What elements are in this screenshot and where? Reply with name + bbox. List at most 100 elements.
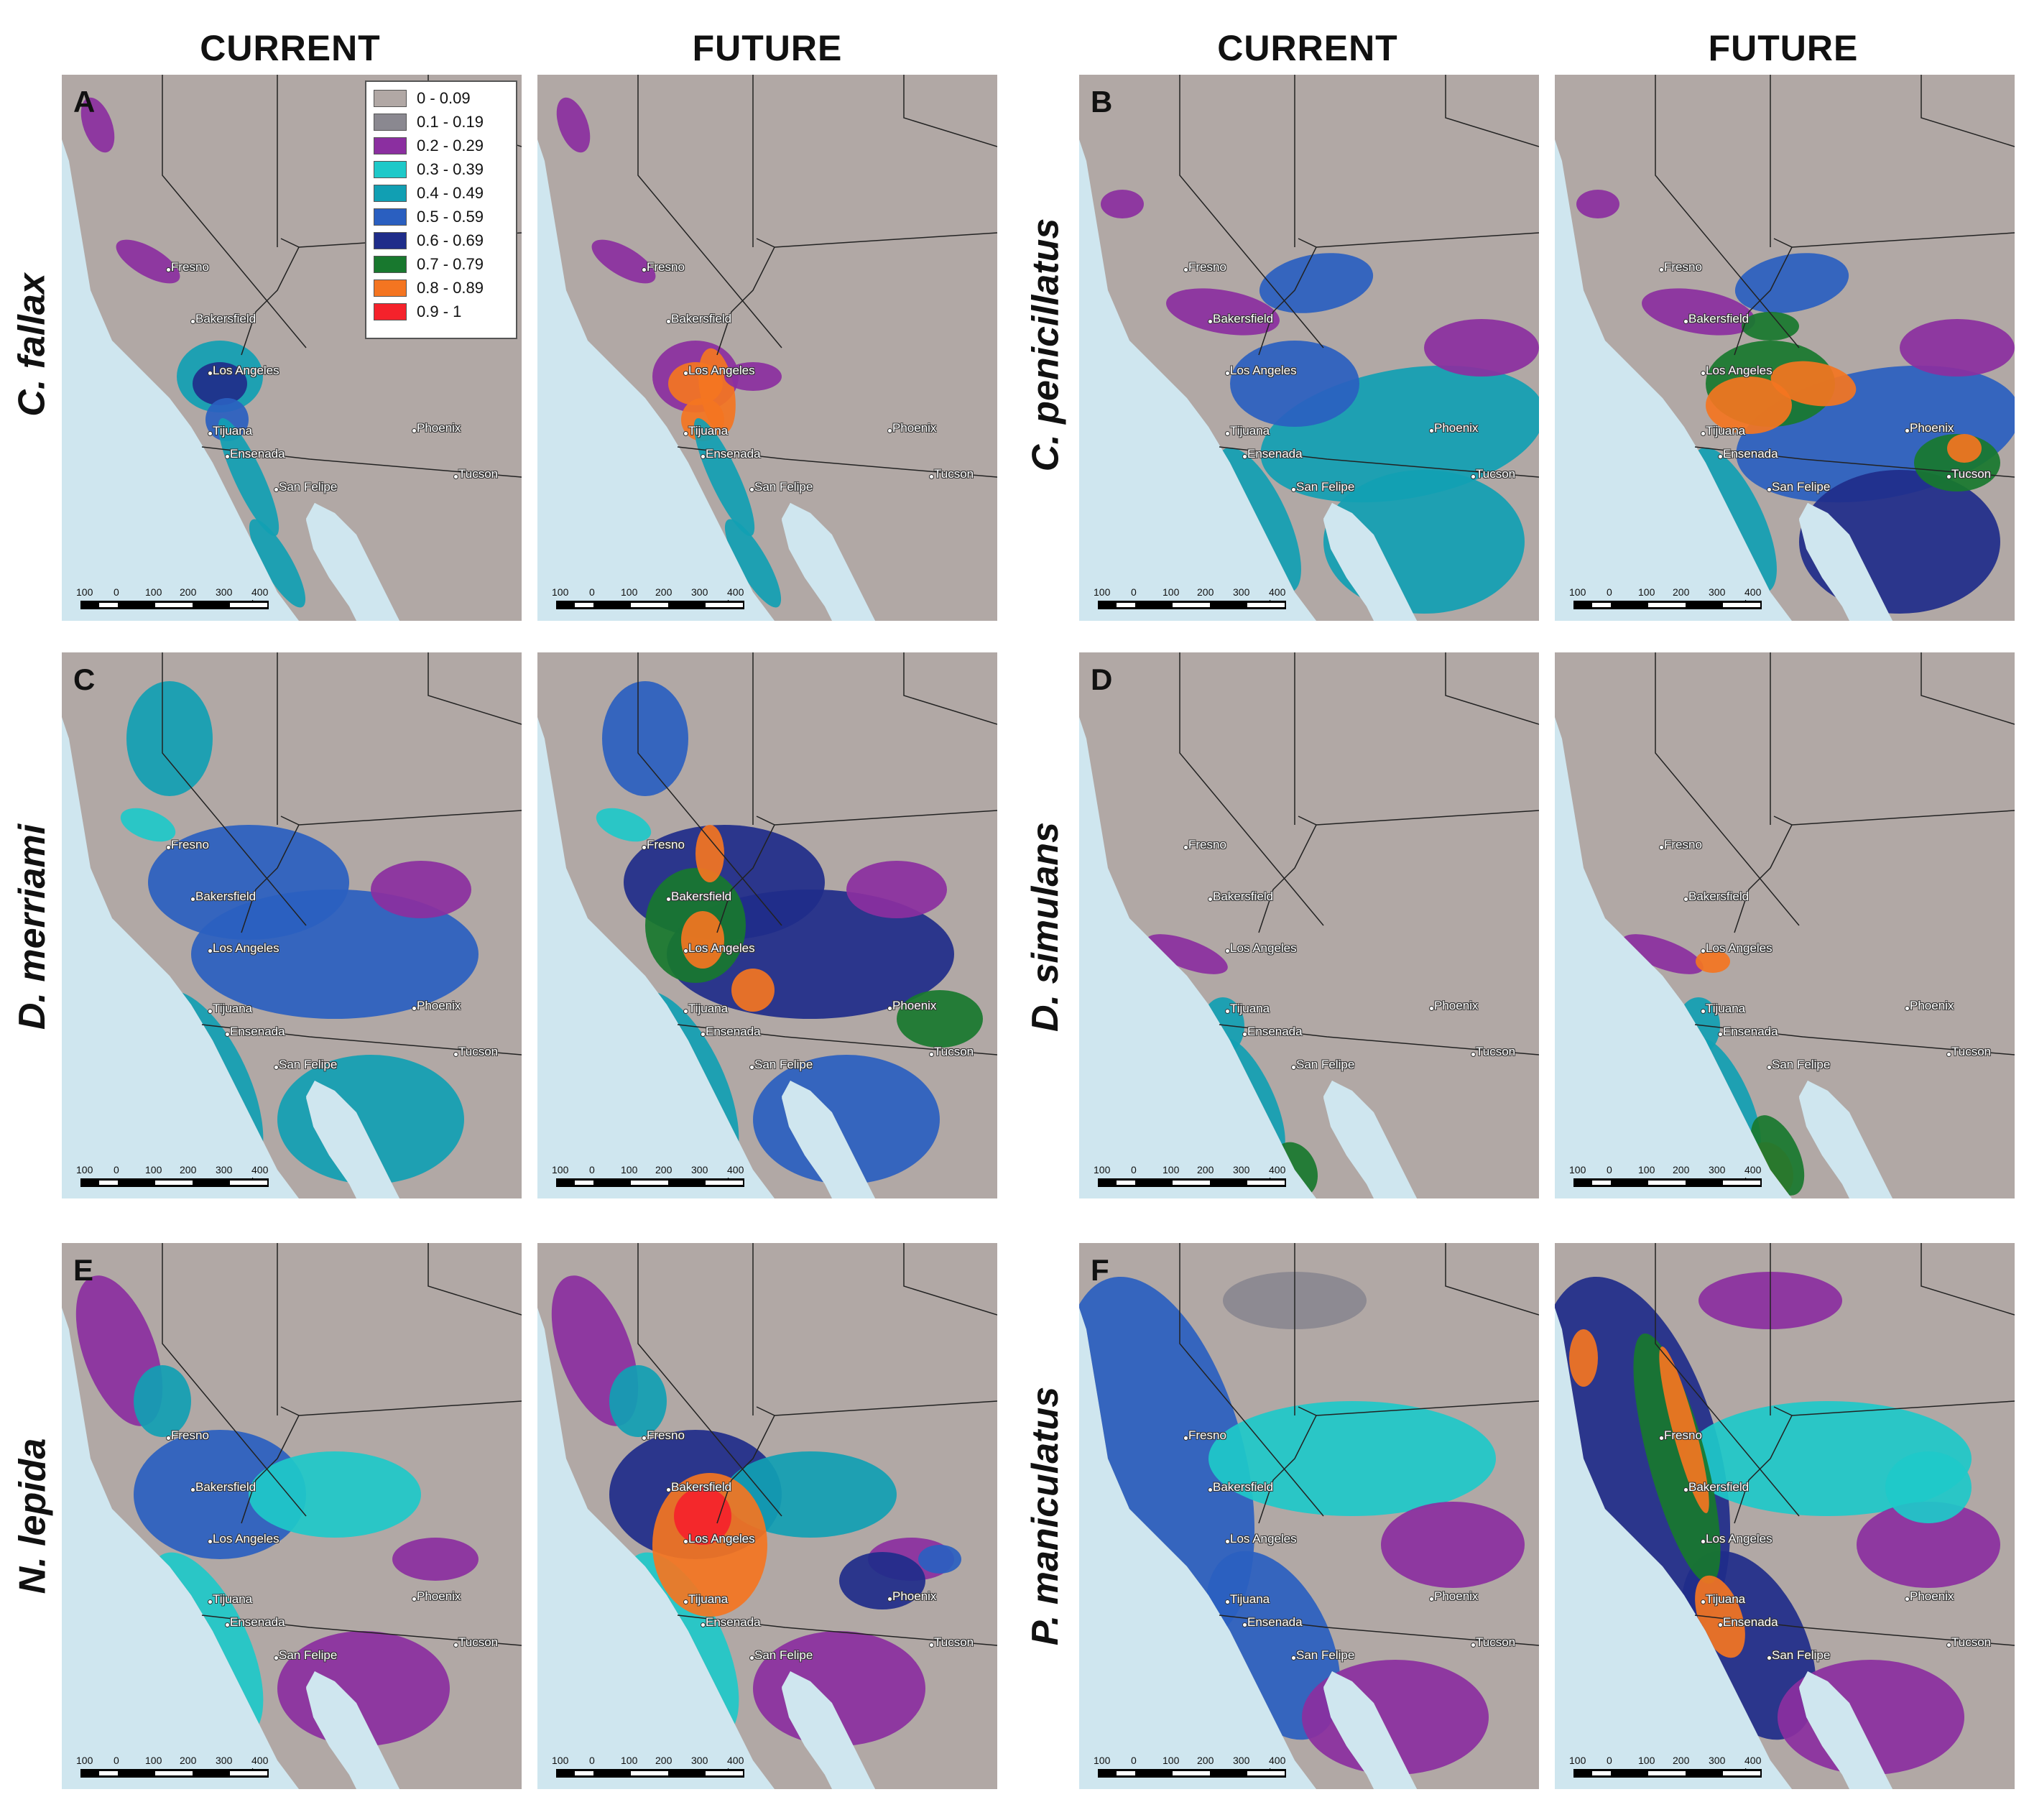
city-label-fresno: Fresno bbox=[166, 260, 209, 274]
city-label-los-angeles: Los Angeles bbox=[208, 1532, 279, 1546]
legend-swatch bbox=[374, 137, 407, 154]
legend-item: 0.6 - 0.69 bbox=[366, 228, 516, 252]
city-label-fresno: Fresno bbox=[1183, 1428, 1226, 1442]
city-label-los-angeles: Los Angeles bbox=[208, 941, 279, 955]
legend-label: 0.4 - 0.49 bbox=[417, 183, 484, 202]
city-label-fresno: Fresno bbox=[642, 1428, 685, 1442]
city-label-tijuana: Tijuana bbox=[207, 1592, 253, 1606]
map-panel-e: E Fresno Bakersfield Los Angeles Phoenix Tucs… bbox=[62, 1243, 522, 1789]
city-label-san-felipe: San Felipe bbox=[1766, 1058, 1831, 1071]
city-label-san-felipe: San Felipe bbox=[273, 1058, 338, 1071]
city-label-tijuana: Tijuana bbox=[683, 1002, 729, 1015]
legend-label: 0.6 - 0.69 bbox=[417, 231, 484, 249]
city-label-fresno: Fresno bbox=[1659, 1428, 1702, 1442]
city-label-fresno: Fresno bbox=[642, 838, 685, 851]
legend-item: 0.4 - 0.49 bbox=[366, 181, 516, 205]
city-label-los-angeles: Los Angeles bbox=[1225, 1532, 1297, 1546]
map-svg bbox=[1079, 75, 1539, 621]
city-label-ensenada: Ensenada bbox=[1718, 1615, 1778, 1629]
legend-item: 0.8 - 0.89 bbox=[366, 276, 516, 300]
city-label-bakersfield: Bakersfield bbox=[190, 312, 256, 325]
city-label-tijuana: Tijuana bbox=[1224, 1002, 1270, 1015]
map-svg bbox=[537, 75, 997, 621]
map-panel-c: C Fresno Bakersfield Los Angeles Phoenix Tucs… bbox=[62, 652, 522, 1198]
city-label-bakersfield: Bakersfield bbox=[1683, 890, 1750, 903]
city-label-san-felipe: San Felipe bbox=[273, 1648, 338, 1662]
city-label-phoenix: Phoenix bbox=[411, 421, 461, 435]
city-label-los-angeles: Los Angeles bbox=[683, 1532, 755, 1546]
map-svg bbox=[537, 1243, 997, 1789]
city-label-phoenix: Phoenix bbox=[887, 999, 937, 1012]
map-panel-f: F Fresno Bakersfield Los Angeles Phoenix Tucs… bbox=[1079, 1243, 1539, 1789]
habitat-suitability-layer bbox=[1555, 1272, 2000, 1775]
city-label-ensenada: Ensenada bbox=[225, 1615, 285, 1629]
city-label-ensenada: Ensenada bbox=[701, 1025, 761, 1038]
city-label-ensenada: Ensenada bbox=[1242, 1615, 1303, 1629]
scale-bar: 100 0 100 200 300 400 km bbox=[1569, 1164, 1772, 1193]
panel-letter: C bbox=[73, 662, 96, 696]
city-label-bakersfield: Bakersfield bbox=[665, 312, 732, 325]
city-label-ensenada: Ensenada bbox=[225, 1025, 285, 1038]
panel-letter: E bbox=[73, 1253, 94, 1287]
map-panel-c2: Fresno Bakersfield Los Angeles Phoenix Tucso… bbox=[537, 652, 997, 1198]
city-label-fresno: Fresno bbox=[1659, 260, 1702, 274]
city-label-bakersfield: Bakersfield bbox=[665, 1480, 732, 1494]
legend-swatch bbox=[374, 208, 407, 226]
header-future-left: FUTURE bbox=[692, 28, 843, 68]
city-label-tucson: Tucson bbox=[928, 1045, 974, 1058]
city-label-phoenix: Phoenix bbox=[1904, 999, 1954, 1012]
scale-bar: 100 0 100 200 300 400 km bbox=[1094, 1755, 1296, 1783]
city-label-san-felipe: San Felipe bbox=[749, 1058, 813, 1071]
city-label-los-angeles: Los Angeles bbox=[1701, 364, 1773, 377]
city-label-tijuana: Tijuana bbox=[1700, 424, 1746, 438]
city-label-los-angeles: Los Angeles bbox=[1225, 941, 1297, 955]
panel-letter: B bbox=[1091, 85, 1113, 119]
legend: 0 - 0.09 0.1 - 0.19 0.2 - 0.29 0.3 - 0.3… bbox=[365, 80, 517, 339]
city-label-los-angeles: Los Angeles bbox=[1225, 364, 1297, 377]
scale-bar: 100 0 100 200 300 400 km bbox=[1569, 586, 1772, 615]
city-label-tucson: Tucson bbox=[1946, 467, 1992, 481]
scale-bar: 100 0 100 200 300 400 km bbox=[1094, 586, 1296, 615]
map-panel-d2: Fresno Bakersfield Los Angeles Phoenix Tucso… bbox=[1555, 652, 2015, 1198]
city-label-san-felipe: San Felipe bbox=[1766, 480, 1831, 494]
legend-swatch bbox=[374, 302, 407, 320]
habitat-suitability-layer bbox=[556, 97, 782, 608]
map-svg bbox=[537, 652, 997, 1198]
city-label-tucson: Tucson bbox=[928, 1635, 974, 1649]
city-label-los-angeles: Los Angeles bbox=[683, 941, 755, 955]
header-future-right: FUTURE bbox=[1708, 28, 1859, 68]
scale-bar: 100 0 100 200 300 400 km bbox=[552, 1164, 754, 1193]
city-label-san-felipe: San Felipe bbox=[1290, 480, 1355, 494]
map-svg bbox=[62, 1243, 522, 1789]
legend-item: 0.9 - 1 bbox=[366, 300, 516, 323]
city-label-los-angeles: Los Angeles bbox=[208, 364, 279, 377]
map-svg bbox=[1079, 1243, 1539, 1789]
city-label-ensenada: Ensenada bbox=[701, 447, 761, 461]
city-label-bakersfield: Bakersfield bbox=[1683, 312, 1750, 325]
city-label-san-felipe: San Felipe bbox=[749, 480, 813, 494]
header-current-left: CURRENT bbox=[200, 28, 381, 68]
legend-label: 0.7 - 0.79 bbox=[417, 254, 484, 273]
legend-label: 0.9 - 1 bbox=[417, 302, 462, 320]
habitat-suitability-layer bbox=[1079, 1272, 1525, 1775]
city-label-san-felipe: San Felipe bbox=[1290, 1058, 1355, 1071]
species-label-d-simulans: D. simulans bbox=[1025, 822, 1066, 1032]
city-label-san-felipe: San Felipe bbox=[273, 480, 338, 494]
city-label-fresno: Fresno bbox=[1183, 260, 1226, 274]
map-panel-b: B Fresno Bakersfield Los Angeles Phoenix Tucs… bbox=[1079, 75, 1539, 621]
map-panel-a2: Fresno Bakersfield Los Angeles Phoenix Tucso… bbox=[537, 75, 997, 621]
scale-bar: 100 0 100 200 300 400 km bbox=[76, 586, 279, 615]
city-label-san-felipe: San Felipe bbox=[1290, 1648, 1355, 1662]
legend-swatch bbox=[374, 184, 407, 202]
header-current-right: CURRENT bbox=[1217, 28, 1398, 68]
city-label-tijuana: Tijuana bbox=[207, 1002, 253, 1015]
scale-bar: 100 0 100 200 300 400 km bbox=[552, 586, 754, 615]
legend-item: 0 - 0.09 bbox=[366, 86, 516, 110]
scale-bar: 100 0 100 200 300 400 km bbox=[552, 1755, 754, 1783]
panel-letter: D bbox=[1091, 662, 1113, 696]
city-label-ensenada: Ensenada bbox=[1718, 1025, 1778, 1038]
city-label-san-felipe: San Felipe bbox=[1766, 1648, 1831, 1662]
species-label-n-lepida: N. lepida bbox=[11, 1438, 53, 1594]
map-svg bbox=[1555, 652, 2015, 1198]
city-label-tucson: Tucson bbox=[453, 1635, 499, 1649]
